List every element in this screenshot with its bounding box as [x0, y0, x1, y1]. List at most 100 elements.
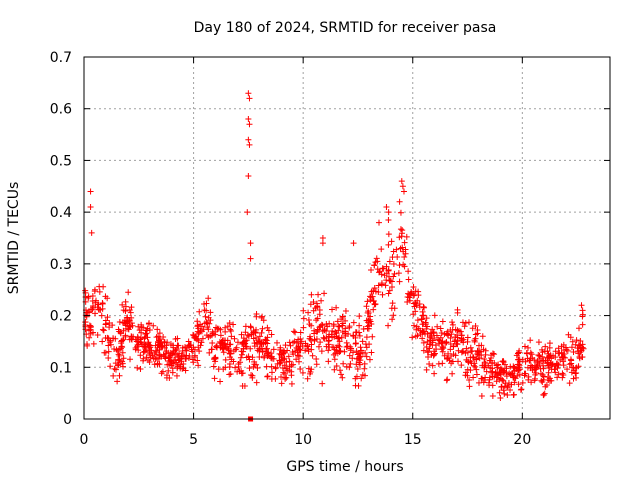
- data-point: [467, 367, 474, 374]
- data-point: [347, 360, 354, 367]
- data-point: [87, 330, 94, 337]
- data-point: [413, 323, 420, 330]
- data-point: [217, 332, 224, 339]
- data-point: [510, 391, 517, 398]
- data-point: [524, 350, 531, 357]
- data-point: [444, 355, 451, 362]
- data-point: [248, 372, 255, 379]
- data-point: [568, 344, 575, 351]
- data-point: [564, 366, 571, 373]
- data-point: [548, 366, 555, 373]
- data-point: [198, 328, 205, 335]
- data-point: [300, 315, 307, 322]
- data-point: [566, 361, 573, 368]
- data-point-outlier: [385, 209, 392, 216]
- data-point: [313, 300, 320, 307]
- data-point: [120, 336, 127, 343]
- data-point: [516, 371, 523, 378]
- data-point: [150, 322, 157, 329]
- data-point: [552, 348, 559, 355]
- data-point: [459, 319, 466, 326]
- data-point: [401, 263, 408, 270]
- y-tick-label: 0.1: [50, 360, 72, 376]
- data-point: [111, 345, 118, 352]
- data-point: [406, 297, 413, 304]
- data-point: [518, 386, 525, 393]
- data-point: [325, 341, 332, 348]
- data-point: [259, 325, 266, 332]
- data-point: [360, 325, 367, 332]
- data-point: [439, 318, 446, 325]
- data-point: [546, 344, 553, 351]
- data-point: [168, 358, 175, 365]
- data-point-outlier: [247, 255, 254, 262]
- data-point: [522, 358, 529, 365]
- data-point: [159, 343, 166, 350]
- data-point: [386, 258, 393, 265]
- data-point: [128, 336, 135, 343]
- data-point: [195, 362, 202, 369]
- data-point: [316, 311, 323, 318]
- data-point: [100, 327, 107, 334]
- data-point: [120, 327, 127, 334]
- data-point: [152, 342, 159, 349]
- data-point: [119, 344, 126, 351]
- data-point: [251, 340, 258, 347]
- data-point: [82, 322, 89, 329]
- data-point: [527, 349, 534, 356]
- data-point: [234, 368, 241, 375]
- data-point: [159, 368, 166, 375]
- data-point: [396, 262, 403, 269]
- data-point: [478, 342, 485, 349]
- data-point: [339, 322, 346, 329]
- data-point: [464, 358, 471, 365]
- data-point: [172, 335, 179, 342]
- data-point: [342, 317, 349, 324]
- data-point: [86, 327, 93, 334]
- data-point: [205, 295, 212, 302]
- data-point: [403, 233, 410, 240]
- data-point: [412, 333, 419, 340]
- data-point: [478, 393, 485, 400]
- data-point-outlier: [350, 240, 357, 247]
- data-point: [368, 288, 375, 295]
- data-point: [503, 369, 510, 376]
- data-point: [418, 316, 425, 323]
- data-point: [182, 367, 189, 374]
- data-point: [489, 382, 496, 389]
- data-point: [385, 241, 392, 248]
- data-point: [385, 216, 392, 223]
- data-point: [572, 370, 579, 377]
- data-point: [218, 338, 225, 345]
- data-point: [431, 351, 438, 358]
- data-point: [368, 349, 375, 356]
- data-point: [151, 361, 158, 368]
- data-point: [286, 358, 293, 365]
- data-point: [293, 356, 300, 363]
- data-point: [99, 300, 106, 307]
- data-point: [423, 366, 430, 373]
- data-point: [213, 343, 220, 350]
- data-point: [308, 291, 315, 298]
- data-point: [213, 342, 220, 349]
- data-point: [545, 373, 552, 380]
- data-point: [227, 326, 234, 333]
- data-point: [270, 346, 277, 353]
- data-point: [317, 339, 324, 346]
- data-point: [305, 365, 312, 372]
- axis-ticks: 0 0.1 0.2 0.3 0.4 0.5 0.6 0.7 0 5 10 15 20: [50, 50, 610, 448]
- data-point: [282, 342, 289, 349]
- data-point: [411, 300, 418, 307]
- data-point: [324, 323, 331, 330]
- data-point: [395, 270, 402, 277]
- data-point: [334, 318, 341, 325]
- data-point: [382, 282, 389, 289]
- data-point: [419, 308, 426, 315]
- data-point: [481, 355, 488, 362]
- data-point: [268, 363, 275, 370]
- data-point: [359, 338, 366, 345]
- data-point: [119, 319, 126, 326]
- data-point: [211, 375, 218, 382]
- data-point: [196, 308, 203, 315]
- data-point: [264, 373, 271, 380]
